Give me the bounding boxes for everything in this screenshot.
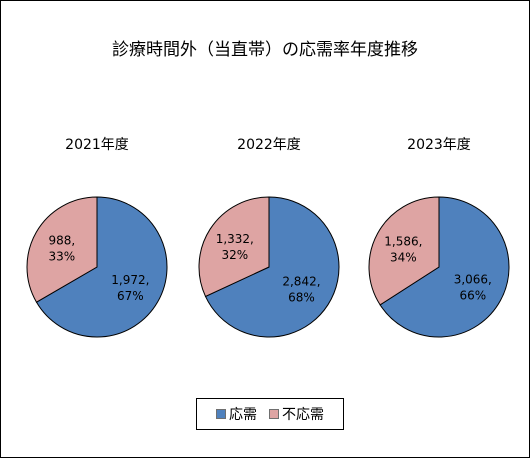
pie-slice-1-0 <box>204 196 340 338</box>
legend-label-reject: 不応需 <box>282 407 324 423</box>
data-label-0-0: 1,972, 67% <box>111 273 149 303</box>
legend-label-accept: 応需 <box>229 407 257 423</box>
pie-title-2: 2023年度 <box>407 137 471 153</box>
data-label-1-1: 1,332, 32% <box>216 232 254 262</box>
pie-slice-1-1 <box>198 196 270 298</box>
pie-title-1: 2022年度 <box>237 137 301 153</box>
legend-swatch-accept <box>216 409 226 419</box>
legend-item-accept: 応需 <box>216 404 257 424</box>
data-label-2-0: 3,066, 66% <box>454 272 492 302</box>
pie-slice-0-0 <box>35 196 168 338</box>
pie-slice-0-1 <box>26 196 98 303</box>
legend-swatch-reject <box>269 409 279 419</box>
chart-title: 診療時間外（当直帯）の応需率年度推移 <box>112 40 418 60</box>
data-label-1-0: 2,842, 68% <box>282 275 320 305</box>
pie-slice-2-1 <box>368 196 440 306</box>
legend: 応需 不応需 <box>196 398 344 430</box>
legend-item-reject: 不応需 <box>269 404 324 424</box>
pie-slice-2-0 <box>379 196 510 338</box>
data-label-0-1: 988, 33% <box>48 234 75 264</box>
data-label-2-1: 1,586, 34% <box>384 235 422 265</box>
pie-title-0: 2021年度 <box>65 137 129 153</box>
